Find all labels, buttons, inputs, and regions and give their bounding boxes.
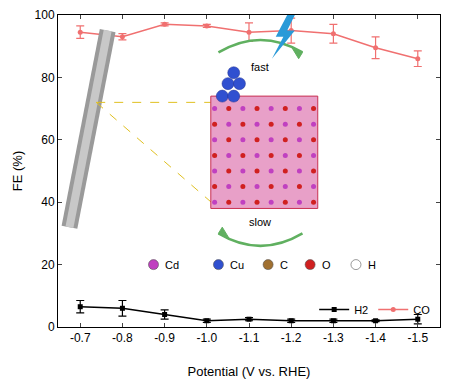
svg-text:0: 0: [48, 320, 55, 334]
svg-text:C: C: [280, 259, 288, 271]
svg-text:CO: CO: [413, 304, 430, 316]
svg-text:-0.8: -0.8: [112, 331, 133, 345]
svg-text:fast: fast: [251, 61, 269, 73]
svg-text:-1.4: -1.4: [365, 331, 386, 345]
svg-text:Cu: Cu: [230, 259, 244, 271]
svg-text:80: 80: [41, 71, 55, 85]
svg-text:FE (%): FE (%): [10, 151, 25, 191]
svg-text:-1.5: -1.5: [407, 331, 428, 345]
svg-text:slow: slow: [249, 216, 271, 228]
svg-text:-0.7: -0.7: [70, 331, 91, 345]
svg-text:H2: H2: [354, 304, 368, 316]
svg-text:-1.2: -1.2: [281, 331, 302, 345]
svg-text:Potential (V vs. RHE): Potential (V vs. RHE): [188, 364, 311, 379]
svg-text:60: 60: [41, 133, 55, 147]
svg-text:H: H: [368, 259, 376, 271]
svg-text:100: 100: [35, 8, 55, 22]
svg-text:20: 20: [41, 258, 55, 272]
svg-text:40: 40: [41, 195, 55, 209]
svg-text:-0.9: -0.9: [154, 331, 175, 345]
svg-text:-1.1: -1.1: [239, 331, 260, 345]
svg-text:O: O: [322, 259, 331, 271]
svg-text:Cd: Cd: [165, 259, 179, 271]
svg-text:-1.0: -1.0: [196, 331, 217, 345]
svg-text:-1.3: -1.3: [323, 331, 344, 345]
